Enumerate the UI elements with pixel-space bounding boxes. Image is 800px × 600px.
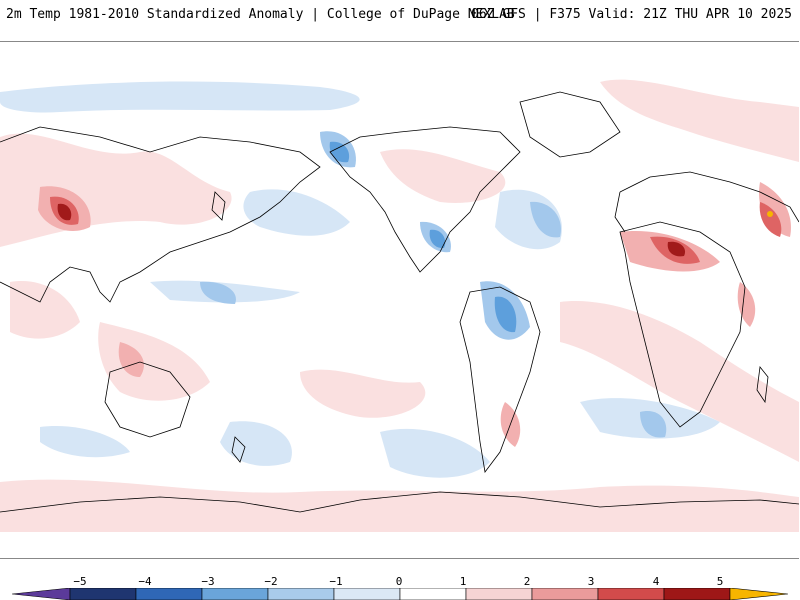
colorbar-extend-low (12, 588, 71, 600)
colorbar-segment (399, 588, 467, 600)
colorbar-segment (531, 588, 599, 600)
colorbar-segment (597, 588, 665, 600)
colorbar-segment (201, 588, 269, 600)
anomaly-map-canvas (0, 79, 799, 532)
header: 2m Temp 1981-2010 Standardized Anomaly |… (0, 0, 800, 28)
colorbar-segment (333, 588, 401, 600)
colorbar-segment (267, 588, 335, 600)
colorbar-segment (465, 588, 533, 600)
dark-red-fields (57, 203, 686, 257)
south-america-outline (459, 286, 541, 473)
colorbar-tick-neg3: −3 (201, 575, 215, 588)
colorbar-tick-3: 3 (587, 575, 595, 588)
colorbar-tick-neg5: −5 (73, 575, 87, 588)
africa-outline (619, 221, 746, 428)
colorbar (12, 588, 788, 600)
colorbar-extend-high (729, 588, 788, 600)
colorbar-tick-1: 1 (459, 575, 467, 588)
colorbar-tick-5: 5 (716, 575, 724, 588)
colorbar-segments (12, 588, 788, 600)
map-title: 2m Temp 1981-2010 Standardized Anomaly |… (6, 7, 515, 22)
colorbar-tick-neg1: −1 (329, 575, 343, 588)
antarctica-outline (0, 491, 799, 513)
madagascar-outline (756, 366, 769, 404)
pale-blue-fields (0, 81, 720, 478)
mid-blue-fields (329, 141, 517, 333)
colorbar-segment (135, 588, 203, 600)
north-america-outline (329, 126, 521, 273)
europe-outline (614, 171, 799, 233)
max-anomaly-spot (767, 211, 773, 217)
anomaly-map (0, 41, 799, 559)
colorbar-tick-neg4: −4 (138, 575, 152, 588)
new-zealand-outline (231, 436, 246, 463)
model-run-label: 06Z GFS | F375 Valid: 21Z THU APR 10 202… (471, 7, 792, 22)
colorbar-segment (69, 588, 137, 600)
colorbar-tick-2: 2 (523, 575, 531, 588)
eurasia-outline (0, 126, 321, 303)
colorbar-tick-neg2: −2 (264, 575, 278, 588)
colorbar-segment (663, 588, 731, 600)
greenland-outline (519, 91, 621, 158)
colorbar-tick-0: 0 (395, 575, 403, 588)
colorbar-tick-4: 4 (652, 575, 660, 588)
coastlines (0, 91, 799, 513)
australia-outline (104, 361, 191, 438)
japan-outline (211, 191, 226, 221)
